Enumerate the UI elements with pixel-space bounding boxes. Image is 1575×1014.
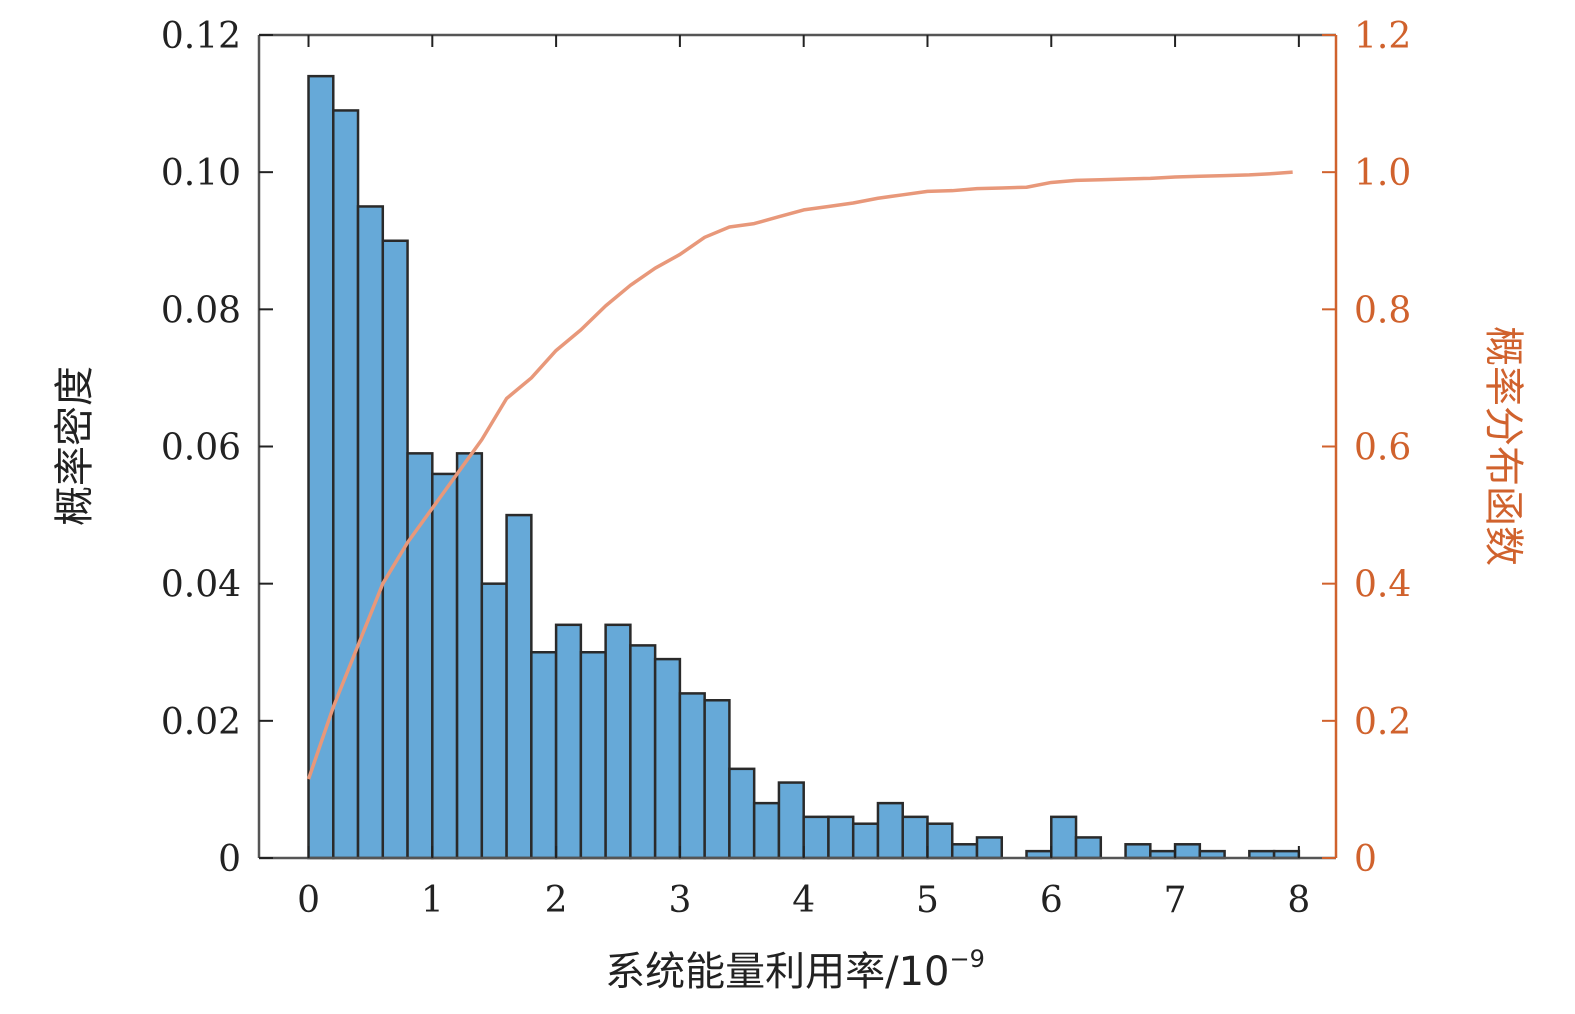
histogram-bar (455, 452, 484, 860)
x-tick-label: 5 (916, 880, 939, 921)
histogram-bars (307, 74, 1301, 860)
x-axis-ticks: 0 1 2 3 4 5 6 7 8 (297, 35, 1310, 921)
histogram-bar (1173, 843, 1202, 860)
histogram-bar (777, 781, 805, 860)
y-left-tick-label: 0.06 (161, 428, 241, 469)
y-left-tick-label: 0.12 (161, 16, 241, 57)
histogram-bar (431, 472, 459, 860)
histogram-bar (975, 836, 1004, 860)
histogram-bar (827, 815, 855, 860)
histogram-bar (505, 513, 533, 860)
y-left-tick-label: 0.10 (161, 153, 241, 194)
histogram-bar (1124, 843, 1152, 860)
x-tick-label: 1 (421, 880, 444, 921)
histogram-bar (851, 822, 880, 860)
y-left-tick-label: 0.08 (161, 290, 241, 331)
histogram-bar (332, 109, 360, 860)
y-right-tick-label: 0.4 (1354, 565, 1411, 606)
x-tick-label: 6 (1040, 880, 1063, 921)
histogram-bar (653, 657, 682, 860)
y-right-axis-title: 概率分布函数 (1480, 326, 1526, 566)
histogram-bar (1074, 836, 1103, 860)
y-right-tick-label: 0.6 (1354, 428, 1411, 469)
histogram-bar (678, 692, 706, 860)
cdf-curve-group (306, 170, 1293, 780)
x-tick-label: 2 (545, 880, 568, 921)
y-right-tick-label: 1.2 (1354, 16, 1411, 57)
y-right-tick-label: 0.2 (1354, 702, 1411, 743)
y-right-axis-ticks: 0 0.2 0.4 0.6 0.8 1.0 1.2 (1322, 16, 1411, 880)
histogram-bar (579, 651, 607, 860)
histogram-bar (530, 651, 558, 860)
histogram-bar (604, 623, 632, 860)
histogram-bar (752, 801, 781, 860)
y-left-axis-ticks: 0 0.02 0.04 0.06 0.08 0.10 0.12 (161, 16, 273, 880)
x-tick-label: 4 (792, 880, 815, 921)
x-axis-title: 系统能量利用率/10−9 (605, 945, 985, 995)
cdf-line (306, 170, 1293, 780)
x-tick-label: 7 (1164, 880, 1187, 921)
histogram-bar (356, 205, 385, 860)
histogram-bar (703, 699, 731, 860)
y-right-tick-label: 0 (1354, 839, 1377, 880)
x-tick-label: 0 (297, 880, 320, 921)
histogram-bar (901, 815, 929, 860)
x-axis-title-exponent: −9 (949, 945, 984, 973)
y-left-tick-label: 0.04 (161, 565, 241, 606)
histogram-bar (802, 815, 830, 860)
y-left-tick-label: 0.02 (161, 702, 241, 743)
histogram-bar (629, 644, 657, 860)
histogram-bar (480, 582, 508, 860)
histogram-bar (728, 767, 756, 860)
histogram-bar (926, 822, 954, 860)
histogram-bar (950, 843, 979, 860)
y-left-tick-label: 0 (218, 839, 241, 880)
histogram-bar (1050, 815, 1078, 860)
x-tick-label: 3 (668, 880, 691, 921)
histogram-bar (876, 801, 904, 860)
y-left-axis-title: 概率密度 (52, 366, 98, 526)
y-right-tick-label: 0.8 (1354, 290, 1411, 331)
x-axis-title-text: 系统能量利用率/10 (605, 949, 949, 995)
histogram-bar (554, 623, 583, 860)
x-tick-label: 8 (1287, 880, 1310, 921)
y-right-tick-label: 1.0 (1354, 153, 1411, 194)
